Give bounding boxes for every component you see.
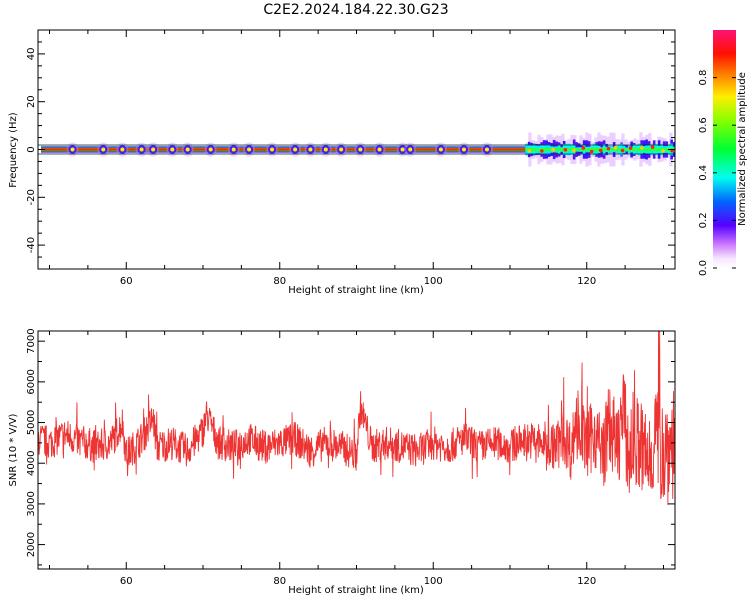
spectrogram-noise-peak [589, 149, 594, 154]
spectrogram-x-label: Height of straight line (km) [288, 285, 424, 296]
spectrogram-spot-core [231, 147, 236, 152]
spectrogram-spot-core [208, 147, 213, 152]
spectrogram-y-tick-label: 0 [26, 146, 37, 152]
colorbar-tick-label: 0.4 [698, 165, 709, 181]
snr-y-tick-label: 7000 [26, 328, 37, 353]
spectrogram-spot-core [484, 147, 489, 152]
spectrogram-noise-peak [640, 146, 644, 150]
spectrogram-noise-peak [540, 149, 544, 153]
spectrogram-spot-core [247, 147, 252, 152]
snr-line [38, 331, 675, 505]
colorbar-label: Normalized spectral amplitude [737, 72, 748, 226]
spectrogram-x-tick-label: 100 [424, 276, 443, 287]
spectrogram-axes: 60 80 100 120 -40 -20 0 20 40 [26, 29, 675, 287]
spectrogram-spot-core [358, 147, 363, 152]
spectrogram-spot-core [400, 147, 405, 152]
spectrogram-noise-peak [581, 146, 586, 150]
snr-axes: 60 80 100 120 2000 3000 4000 5000 6000 7000 [26, 328, 675, 587]
figure-title: C2E2.2024.184.22.30.G23 [263, 2, 448, 18]
spectrogram-spot-core [70, 147, 75, 152]
spectrogram-spot-core [151, 147, 156, 152]
spectrogram-y-tick-label: -20 [26, 189, 37, 205]
spectrogram-spot-core [170, 147, 175, 152]
spectrogram-spot-core [323, 147, 328, 152]
spectrogram-spot-core [185, 147, 190, 152]
spectrogram-spot-core [293, 147, 298, 152]
snr-x-tick-label: 80 [273, 576, 286, 587]
snr-y-label: SNR (10 * V/V) [8, 413, 19, 486]
colorbar-ticks: 0.0 0.2 0.4 0.6 0.8 [698, 70, 736, 276]
colorbar-gradient [713, 30, 736, 268]
spectrogram-noise-peak [606, 146, 611, 151]
spectrogram-noise-peak [598, 148, 603, 153]
snr-panel: 60 80 100 120 2000 3000 4000 5000 6000 7000 Heigh… [8, 328, 676, 596]
snr-x-tick-label: 60 [120, 576, 133, 587]
spectrogram-noise-peak [572, 148, 576, 153]
colorbar: 0.0 0.2 0.4 0.6 0.8 Normalized spectral ampl… [698, 30, 748, 276]
spectrogram-y-tick-label: -40 [26, 237, 37, 253]
spectrogram-x-tick-label: 120 [577, 276, 596, 287]
spectrogram-content [38, 132, 675, 167]
colorbar-tick-label: 0.2 [698, 212, 709, 228]
spectrogram-noise-peak [563, 148, 568, 152]
spectrogram-noise-peak [613, 145, 618, 150]
spectrogram-x-tick-label: 80 [273, 276, 286, 287]
spectrogram-noise-peak [527, 149, 532, 153]
spectrogram-noise-peak [661, 148, 665, 153]
snr-y-tick-label: 3000 [26, 491, 37, 516]
snr-x-label: Height of straight line (km) [288, 585, 424, 596]
spectrogram-panel: 60 80 100 120 -40 -20 0 20 40 Height of straight… [8, 29, 676, 296]
spectrogram-y-tick-label: 20 [26, 95, 37, 108]
spectrogram-y-tick-label: 40 [26, 48, 37, 61]
snr-y-tick-label: 5000 [26, 410, 37, 435]
spectrogram-noise-peak [551, 147, 555, 152]
spectrogram-noise-peak [628, 146, 633, 150]
spectrogram-spot-core [408, 147, 413, 152]
spectrogram-noise-peak [650, 145, 655, 149]
spectrogram-spot-core [461, 147, 466, 152]
colorbar-tick-label: 0.0 [698, 260, 709, 276]
snr-x-tick-label: 120 [577, 576, 596, 587]
spectrogram-noise-peak [620, 148, 625, 153]
spectrogram-spot-core [438, 147, 443, 152]
spectrogram-x-tick-label: 60 [120, 276, 133, 287]
spectrogram-spot-core [139, 147, 144, 152]
snr-y-tick-label: 4000 [26, 450, 37, 475]
spectrogram-spot-core [308, 147, 313, 152]
snr-y-tick-label: 6000 [26, 369, 37, 394]
colorbar-tick-label: 0.6 [698, 117, 709, 133]
spectrogram-y-label: Frequency (Hz) [8, 112, 19, 188]
spectrogram-spot-core [101, 147, 106, 152]
snr-y-tick-label: 2000 [26, 532, 37, 557]
spectrogram-spot-core [120, 147, 125, 152]
spectrogram-spot-core [270, 147, 275, 152]
colorbar-tick-label: 0.8 [698, 70, 709, 86]
spectrogram-spot-core [377, 147, 382, 152]
spectrogram-spot-core [339, 147, 344, 152]
snr-content [38, 331, 675, 505]
snr-x-tick-label: 100 [424, 576, 443, 587]
